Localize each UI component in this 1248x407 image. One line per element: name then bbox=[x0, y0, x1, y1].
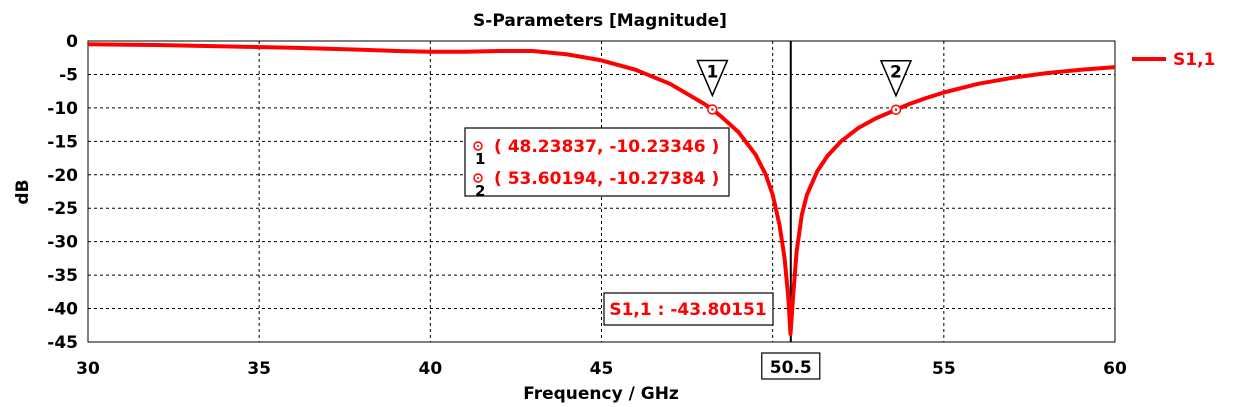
readout-marker-icon-center bbox=[477, 177, 479, 179]
plot-frame bbox=[87, 40, 1116, 343]
y-tick-label: -30 bbox=[47, 233, 78, 253]
x-tick-label: 30 bbox=[76, 359, 100, 379]
marker-triangle bbox=[696, 59, 729, 98]
min-annotation-box bbox=[603, 292, 774, 326]
y-tick-label: -20 bbox=[47, 166, 78, 186]
x-axis-ticks: 30354045505560 bbox=[76, 359, 1127, 379]
marker-readout-box: 1 ( 48.23837, -10.23346 ) 2 ( 53.60194, -10… bbox=[464, 127, 730, 200]
x-tick-label: 45 bbox=[590, 359, 614, 379]
y-tick-label: -25 bbox=[47, 199, 78, 219]
marker-point-center bbox=[894, 108, 898, 111]
y-axis-ticks: 0 -5 -10 -15 -20 -25 -30 -35 -40 -45 bbox=[47, 32, 78, 353]
readout-row-1: 1 ( 48.23837, -10.23346 ) bbox=[473, 137, 719, 168]
x-axis-title: Frequency / GHz bbox=[523, 384, 679, 404]
chart-title: S-Parameters [Magnitude] bbox=[473, 11, 727, 31]
readout-marker-id: 2 bbox=[475, 182, 485, 200]
marker-readout-frame bbox=[464, 127, 730, 197]
y-tick-label: -45 bbox=[47, 333, 78, 353]
readout-coordinates: ( 48.23837, -10.23346 ) bbox=[494, 137, 719, 157]
readout-marker-id: 1 bbox=[475, 150, 485, 168]
y-tick-label: -40 bbox=[47, 300, 78, 320]
readout-marker-icon-center bbox=[477, 145, 479, 147]
min-annotation-label: S1,1 : -43.80151 bbox=[609, 300, 766, 320]
x-tick-label: 60 bbox=[1103, 359, 1127, 379]
readout-coordinates: ( 53.60194, -10.27384 ) bbox=[494, 169, 719, 189]
readout-row-2: 2 ( 53.60194, -10.27384 ) bbox=[473, 169, 719, 200]
marker-number: 1 bbox=[706, 62, 718, 82]
y-tick-label: -15 bbox=[47, 132, 78, 152]
y-tick-label: -35 bbox=[47, 266, 78, 286]
y-axis-title: dB bbox=[13, 179, 33, 204]
legend: S1,1 bbox=[1132, 50, 1215, 70]
marker-point-center bbox=[711, 108, 714, 111]
marker-number: 2 bbox=[890, 63, 902, 83]
x-tick-label: 40 bbox=[418, 359, 442, 379]
min-annotation: S1,1 : -43.80151 bbox=[603, 292, 774, 326]
x-tick-label: 35 bbox=[247, 359, 271, 379]
y-tick-label: 0 bbox=[66, 32, 78, 52]
series-line-s11 bbox=[87, 42, 1116, 336]
x-tick-label: 55 bbox=[932, 359, 956, 379]
marker-1[interactable]: 1 bbox=[696, 59, 729, 115]
vertical-marker-box bbox=[761, 352, 821, 380]
y-tick-label: -10 bbox=[47, 99, 78, 119]
y-tick-label: -5 bbox=[59, 65, 78, 85]
vertical-marker-label-box: 50.5 bbox=[761, 352, 821, 380]
legend-label-s11: S1,1 bbox=[1173, 50, 1215, 70]
vertical-marker-label: 50.5 bbox=[770, 358, 812, 378]
marker-2[interactable]: 2 bbox=[879, 59, 913, 115]
marker-triangle bbox=[879, 59, 913, 98]
